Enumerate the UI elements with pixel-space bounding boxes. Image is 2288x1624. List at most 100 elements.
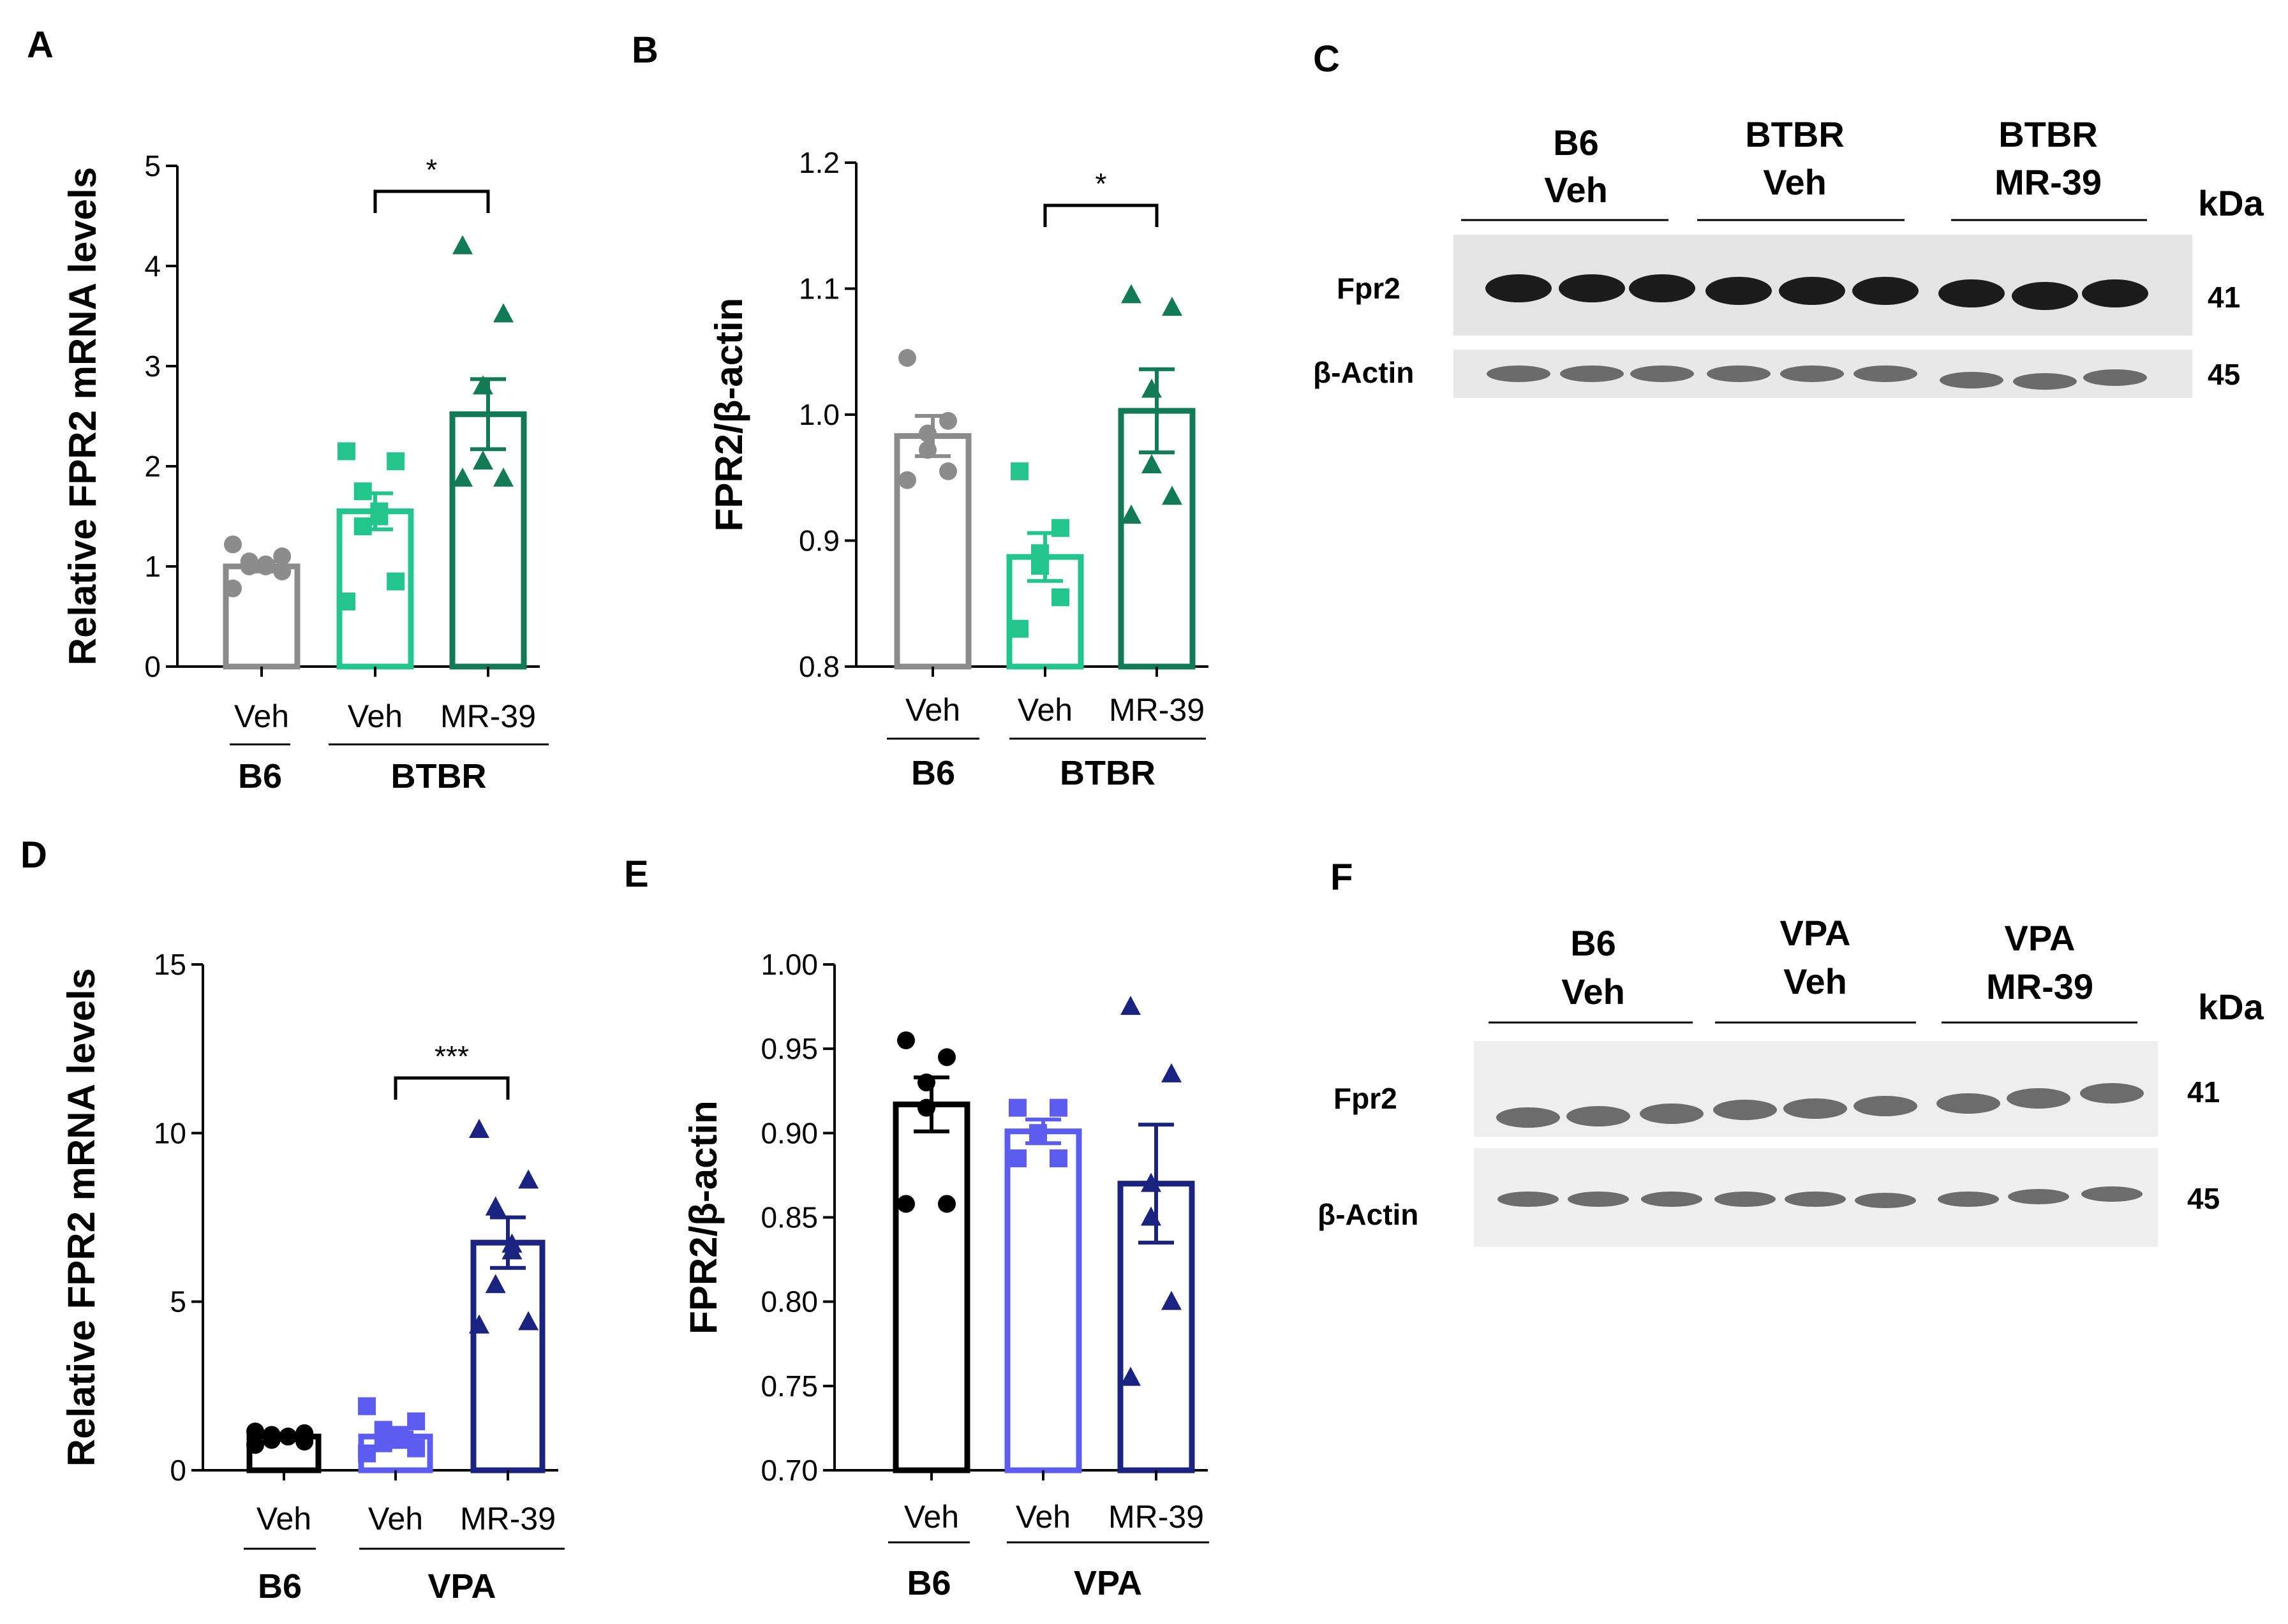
blot-f-fpr2-band-4: [1713, 1100, 1777, 1120]
y-tick-label-d: 10: [154, 1116, 186, 1149]
group-label-d-2: VPA: [427, 1567, 496, 1606]
y-tick-label-e: 0.75: [761, 1369, 818, 1403]
blot-f-kda-label: kDa: [2198, 987, 2264, 1027]
data-point-a-2: [353, 517, 372, 536]
blot-f-fpr2-band-1: [1496, 1107, 1560, 1128]
data-point-d-3: [518, 1169, 539, 1189]
data-point-a-1: [273, 562, 292, 580]
blot-f-fpr2-band-2: [1566, 1106, 1630, 1126]
panel-label-c: C: [1313, 38, 1340, 80]
data-point-e-1: [938, 1048, 956, 1067]
data-point-b-2: [1011, 462, 1029, 480]
blot-c-group-2-line1: BTBR: [1745, 114, 1845, 154]
data-point-b-2: [1051, 588, 1069, 607]
group-label-a-2: BTBR: [391, 757, 487, 795]
data-point-a-3: [452, 235, 473, 255]
y-tick-label-e: 0.85: [761, 1201, 818, 1234]
panel-label-a: A: [27, 24, 54, 66]
data-point-e-2: [1050, 1149, 1067, 1167]
data-point-e-2: [1009, 1098, 1027, 1117]
blot-f-actin-band-8: [2008, 1189, 2069, 1204]
data-point-d-1: [246, 1436, 264, 1454]
x-category-label-e-1: Veh: [904, 1499, 959, 1535]
y-axis-label-b: FPR2/β-actin: [708, 298, 750, 532]
data-point-d-2: [358, 1444, 376, 1463]
blot-f-row-fpr2-kda: 41: [2187, 1075, 2220, 1109]
blot-f-group-2-line1: VPA: [1780, 913, 1851, 953]
blot-f-fpr2-band-3: [1640, 1104, 1704, 1124]
significance-bracket-a: [373, 189, 490, 213]
blot-c-actin-band-7: [1940, 372, 2003, 388]
y-axis-label-d: Relative FPR2 mRNA levels: [60, 968, 103, 1466]
data-point-b-1: [898, 349, 916, 367]
panel-label-f: F: [1330, 857, 1353, 898]
blot-f-group-2-line2: Veh: [1783, 961, 1847, 1001]
blot-f-actin-band-5: [1785, 1192, 1846, 1207]
blot-f-fpr2-band-8: [2007, 1088, 2070, 1109]
y-tick-label-a: 3: [144, 350, 161, 383]
blot-c-bands: [1485, 274, 2148, 390]
x-category-label-a-1: Veh: [234, 698, 289, 734]
data-point-a-2: [338, 442, 355, 461]
y-tick-label-a: 1: [144, 550, 161, 583]
y-tick-label-d: 0: [170, 1454, 186, 1487]
blot-c-group-3-line1: BTBR: [1998, 114, 2098, 154]
chart-panel-a: 0 1 2 3 4 5 Relative FPR2 mRNA levels Veh Veh MR-…: [61, 149, 549, 795]
x-category-label-e-2: Veh: [1016, 1499, 1071, 1535]
data-point-e-3: [1120, 996, 1141, 1015]
y-tick-label-e: 0.90: [761, 1116, 818, 1149]
data-point-a-2: [338, 592, 355, 610]
data-point-d-2: [374, 1421, 392, 1439]
blot-f-fpr2-band-9: [2080, 1083, 2144, 1104]
blot-f-fpr2-band-5: [1783, 1098, 1847, 1119]
data-point-e-3: [1161, 1290, 1182, 1310]
data-point-e-2: [1009, 1149, 1027, 1167]
data-point-d-3: [485, 1196, 506, 1216]
blot-c-fpr2-band-7: [1938, 279, 2005, 307]
blot-c-fpr2-band-6: [1852, 277, 1919, 305]
blot-f-actin-band-2: [1568, 1192, 1629, 1207]
data-point-a-2: [370, 502, 389, 520]
blot-c-actin-band-9: [2083, 369, 2147, 386]
data-point-d-3: [518, 1311, 539, 1331]
blot-c-actin-band-3: [1630, 365, 1694, 382]
group-label-a-1: B6: [238, 757, 282, 795]
data-point-d-2: [407, 1412, 426, 1431]
x-category-label-a-2: Veh: [348, 698, 403, 734]
data-point-d-3: [485, 1274, 506, 1294]
blot-f-actin-band-4: [1714, 1192, 1776, 1207]
blot-c-group-1-line2: Veh: [1544, 170, 1608, 210]
data-point-a-3: [493, 303, 514, 323]
blot-c-actin-band-2: [1560, 365, 1624, 382]
group-label-d-1: B6: [258, 1567, 302, 1606]
y-tick-label-b: 1.0: [799, 398, 840, 431]
blot-c-group-1-line1: B6: [1553, 122, 1599, 163]
y-tick-label-d: 15: [154, 948, 186, 981]
data-point-b-3: [1162, 297, 1182, 316]
data-point-a-3: [473, 450, 493, 470]
y-tick-label-b: 0.8: [799, 650, 840, 683]
data-point-d-3: [469, 1119, 489, 1139]
x-category-label-d-1: Veh: [256, 1501, 311, 1537]
y-tick-label-e: 0.80: [761, 1285, 818, 1318]
data-point-e-1: [897, 1031, 915, 1049]
blot-c-row-actin-label: β-Actin: [1313, 356, 1414, 389]
chart-panel-b: 0.8 0.9 1.0 1.1 1.2 FPR2/β-actin Veh Veh MR-39 B6…: [708, 146, 1208, 792]
blot-f-group-1-line1: B6: [1570, 923, 1616, 963]
y-axis-label-a: Relative FPR2 mRNA levels: [61, 167, 104, 665]
data-point-d-1: [246, 1422, 264, 1441]
significance-bracket-d: [394, 1076, 510, 1100]
data-point-b-2: [1011, 619, 1029, 638]
blot-c-fpr2-band-4: [1705, 277, 1772, 305]
bar-a-3: [449, 411, 527, 670]
panel-label-b: B: [632, 29, 658, 71]
data-point-e-1: [938, 1195, 956, 1213]
data-point-e-2: [1050, 1098, 1067, 1117]
group-label-b-2: BTBR: [1060, 754, 1155, 792]
blot-c-row-fpr2-label: Fpr2: [1337, 272, 1400, 305]
blot-f-actin-band-6: [1855, 1193, 1916, 1208]
blot-c-actin-band-8: [2013, 373, 2077, 390]
blot-c-actin-band-4: [1707, 365, 1771, 382]
blot-c-group-3-line2: MR-39: [1995, 162, 2102, 202]
blot-c-fpr2-band-1: [1485, 274, 1552, 302]
